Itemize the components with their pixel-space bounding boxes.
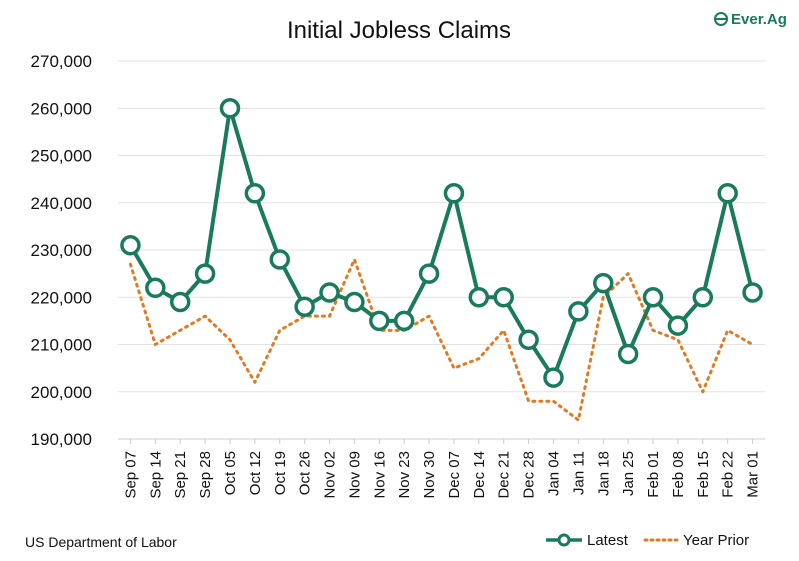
- y-tick-label: 190,000: [31, 430, 92, 449]
- data-point-latest: [468, 287, 490, 308]
- legend-label-year-prior: Year Prior: [683, 532, 749, 549]
- x-tick-label: Sep 14: [147, 451, 164, 499]
- data-point-latest: [294, 296, 315, 317]
- data-point-latest: [194, 263, 216, 284]
- data-point-latest: [642, 287, 664, 308]
- y-tick-label: 250,000: [31, 147, 92, 166]
- data-point-latest: [145, 277, 166, 299]
- data-point-latest: [742, 282, 763, 303]
- x-tick-label: Dec 28: [521, 451, 538, 499]
- x-tick-label: Dec 14: [471, 451, 488, 499]
- x-tick-label: Nov 23: [396, 451, 413, 499]
- x-tick-label: Oct 19: [272, 451, 289, 495]
- x-tick-label: Oct 12: [247, 451, 264, 495]
- data-point-latest: [269, 249, 290, 270]
- data-point-latest: [543, 367, 564, 388]
- data-point-latest: [120, 235, 141, 256]
- y-tick-label: 260,000: [31, 99, 92, 118]
- x-tick-label: Feb 22: [720, 451, 737, 498]
- x-tick-label: Sep 21: [172, 451, 189, 499]
- data-point-latest: [568, 301, 589, 322]
- x-tick-label: Feb 15: [695, 451, 712, 498]
- x-tick-label: Feb 01: [645, 451, 662, 498]
- legend: Latest Year Prior: [546, 532, 749, 549]
- data-point-latest: [169, 291, 191, 313]
- legend-item-latest: Latest: [546, 532, 629, 549]
- x-tick-label: Oct 26: [297, 451, 314, 495]
- y-axis: 190,000 200,000 210,000 220,000 230,000 240,0…: [31, 52, 92, 449]
- data-point-latest: [667, 315, 689, 336]
- plot-area: [120, 98, 763, 422]
- data-point-latest: [593, 272, 614, 294]
- source-note: US Department of Labor: [25, 534, 177, 550]
- data-point-latest: [418, 263, 440, 284]
- x-tick-label: Mar 01: [745, 451, 762, 498]
- data-point-latest: [369, 310, 390, 332]
- x-tick-label: Sep 07: [122, 451, 139, 499]
- y-tick-label: 220,000: [31, 288, 92, 307]
- data-point-latest: [717, 183, 738, 204]
- data-point-latest: [319, 282, 340, 303]
- y-tick-label: 230,000: [31, 241, 92, 260]
- logo-text: Ever.Ag: [731, 11, 787, 28]
- data-point-latest: [493, 287, 514, 308]
- y-tick-label: 210,000: [31, 336, 92, 355]
- x-tick-label: Dec 07: [446, 451, 463, 499]
- x-tick-label: Jan 11: [570, 451, 587, 495]
- logo-mark-icon: [714, 12, 728, 26]
- data-point-latest: [244, 183, 266, 204]
- y-tick-label: 240,000: [31, 194, 92, 213]
- legend-item-year-prior: Year Prior: [643, 532, 749, 549]
- x-tick-label: Jan 04: [545, 451, 562, 496]
- series-line-latest: [128, 106, 755, 380]
- x-tick-label: Nov 16: [371, 451, 388, 499]
- x-tick-label: Oct 05: [222, 451, 239, 495]
- y-tick-label: 200,000: [31, 383, 92, 402]
- x-tick-label: Nov 09: [346, 451, 363, 499]
- x-tick-label: Jan 25: [620, 451, 637, 496]
- x-tick-label: Feb 08: [670, 451, 687, 498]
- data-point-latest: [443, 183, 465, 204]
- x-tick-label: Nov 30: [421, 451, 438, 499]
- series-line-year-prior: [128, 257, 755, 422]
- data-point-latest: [344, 291, 365, 313]
- x-tick-label: Nov 02: [322, 451, 339, 499]
- data-point-latest: [518, 329, 539, 351]
- x-tick-label: Jan 18: [595, 451, 612, 496]
- data-point-latest: [393, 310, 415, 332]
- logo: Ever.Ag: [714, 11, 787, 28]
- gridlines: [118, 60, 765, 440]
- x-tick-label: Sep 28: [197, 451, 214, 499]
- x-tick-label: Dec 21: [496, 451, 513, 499]
- data-point-latest: [617, 343, 639, 365]
- y-tick-label: 270,000: [31, 52, 92, 71]
- chart-title: Initial Jobless Claims: [287, 17, 511, 44]
- data-point-latest: [692, 287, 714, 308]
- data-point-latest: [219, 98, 241, 119]
- legend-label-latest: Latest: [587, 532, 629, 549]
- x-axis: Sep 07 Sep 14 Sep 21 Sep 28 Oct 05 Oct 12 Oct …: [118, 438, 765, 499]
